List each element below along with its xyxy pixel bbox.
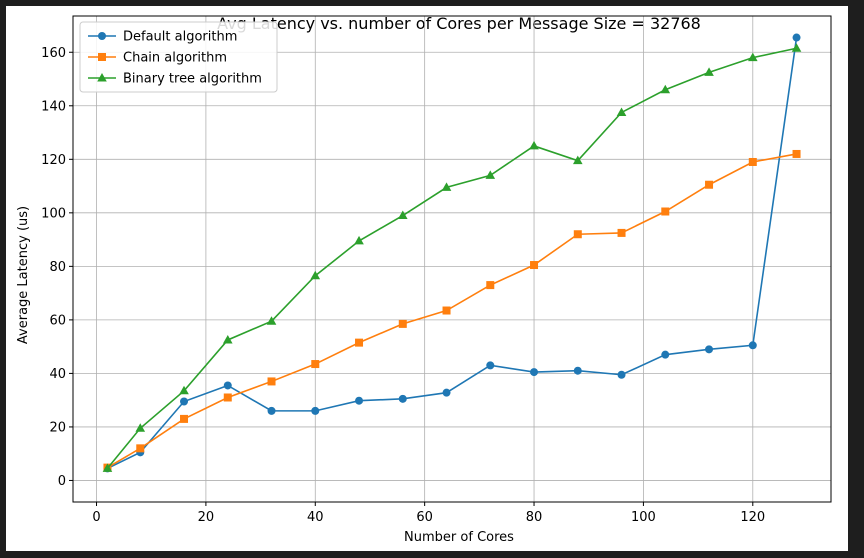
legend-label: Default algorithm [123, 30, 237, 45]
data-point [748, 157, 757, 166]
data-point [485, 170, 496, 179]
data-point [135, 423, 146, 432]
data-point [355, 338, 364, 347]
data-point [180, 414, 189, 423]
data-point [266, 316, 277, 325]
data-point [748, 341, 757, 350]
data-point [355, 396, 364, 405]
data-point [223, 393, 232, 402]
legend-item: Default algorithm [88, 30, 237, 45]
data-point [617, 370, 626, 379]
data-point [180, 397, 189, 406]
legend-label: Binary tree algorithm [123, 72, 262, 87]
data-point [616, 107, 627, 116]
chart-title: Avg Latency vs. number of Cores per Mess… [217, 14, 701, 33]
data-point [354, 235, 364, 245]
data-point [705, 180, 714, 189]
legend: Default algorithm Chain algorithm Binary t… [79, 21, 278, 93]
y-tick-label: 80 [49, 260, 66, 275]
x-tick-label: 80 [526, 510, 543, 525]
series-binary-tree-algorithm [102, 43, 802, 472]
x-axis-label: Number of Cores [404, 530, 514, 545]
data-point [792, 33, 801, 42]
y-tick-label: 100 [41, 206, 66, 221]
line-chart: Avg Latency vs. number of Cores per Mess… [16, 14, 832, 545]
data-point [529, 140, 539, 150]
data-point [102, 463, 113, 472]
series-layer [102, 33, 802, 473]
data-point [179, 385, 189, 395]
series-line [107, 37, 798, 470]
x-tick-label: 0 [92, 510, 100, 525]
chart-frame: Avg Latency vs. number of Cores per Mess… [6, 6, 848, 551]
x-tick-label: 100 [631, 510, 656, 525]
data-point [705, 345, 714, 354]
x-tick-label: 60 [416, 510, 433, 525]
y-tick-label: 0 [58, 474, 66, 489]
data-point [704, 67, 714, 76]
data-point [311, 406, 320, 415]
data-point [660, 84, 671, 94]
ticks: 0 20 40 60 80 100 120 0 20 40 60 80 100 120 140 160 [41, 46, 765, 525]
x-tick-label: 40 [307, 510, 324, 525]
y-tick-label: 60 [49, 313, 66, 328]
data-point [267, 406, 276, 415]
data-point [661, 350, 670, 359]
y-tick-label: 120 [41, 153, 66, 168]
data-point [617, 228, 626, 237]
legend-label: Chain algorithm [123, 51, 227, 66]
data-point [398, 394, 407, 403]
legend-item: Chain algorithm [88, 51, 227, 66]
y-tick-label: 160 [41, 46, 66, 61]
data-point [223, 381, 232, 390]
data-point [222, 334, 233, 344]
x-tick-label: 20 [198, 510, 215, 525]
data-point [572, 155, 583, 165]
data-point [747, 52, 758, 62]
data-point [573, 366, 582, 375]
data-point [661, 207, 670, 216]
data-point [573, 230, 582, 239]
x-tick-label: 120 [740, 510, 765, 525]
data-point [530, 368, 539, 377]
y-tick-label: 40 [49, 367, 66, 382]
data-point [136, 444, 145, 453]
legend-marker [98, 53, 106, 61]
data-point [486, 361, 495, 370]
legend-box [79, 21, 278, 93]
data-point [442, 388, 451, 397]
data-point [442, 306, 451, 315]
data-point [530, 261, 539, 270]
data-point [267, 377, 276, 386]
data-point [791, 43, 802, 52]
legend-marker [97, 73, 107, 82]
plot-area [72, 15, 832, 503]
series-line [107, 153, 797, 469]
data-point [310, 270, 321, 280]
data-point [792, 149, 801, 158]
y-tick-label: 20 [49, 420, 66, 435]
data-point [441, 182, 452, 191]
y-axis-label: Average Latency (us) [16, 206, 31, 344]
series-chain-algorithm [103, 149, 801, 472]
data-point [311, 360, 320, 369]
data-point [486, 281, 495, 290]
y-tick-label: 140 [41, 99, 66, 114]
data-point [398, 319, 407, 328]
data-point [397, 210, 408, 220]
grid [73, 16, 831, 502]
legend-marker [98, 32, 106, 40]
legend-item: Binary tree algorithm [88, 72, 262, 87]
